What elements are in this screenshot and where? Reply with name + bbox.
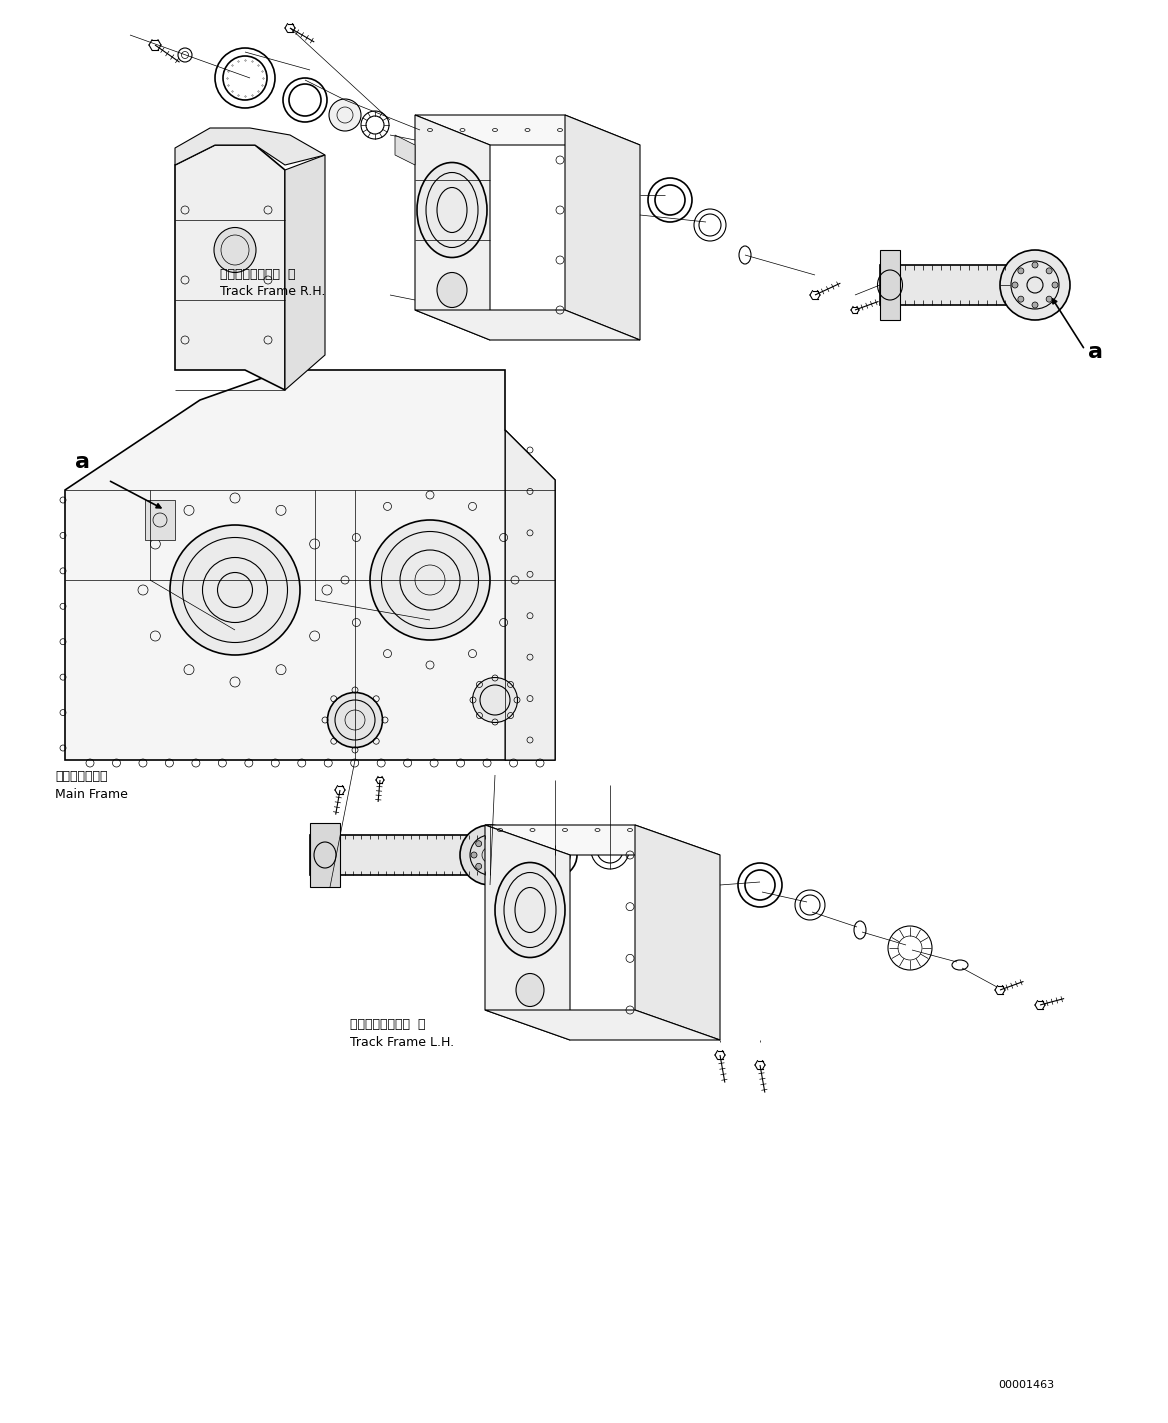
Text: トラックフレーム  右: トラックフレーム 右: [220, 268, 296, 280]
Ellipse shape: [745, 869, 776, 899]
Circle shape: [499, 864, 505, 869]
Text: Track Frame L.H.: Track Frame L.H.: [350, 1036, 454, 1049]
Text: Main Frame: Main Frame: [55, 788, 127, 801]
Polygon shape: [485, 1010, 719, 1040]
Polygon shape: [415, 115, 491, 340]
Circle shape: [1047, 268, 1052, 273]
Circle shape: [1033, 302, 1038, 307]
Ellipse shape: [648, 178, 691, 222]
Ellipse shape: [516, 973, 544, 1006]
Circle shape: [1033, 262, 1038, 268]
Polygon shape: [395, 135, 415, 165]
Circle shape: [471, 852, 477, 858]
Text: 00001463: 00001463: [997, 1380, 1055, 1390]
Ellipse shape: [597, 837, 623, 862]
Text: a: a: [75, 453, 90, 472]
Circle shape: [475, 864, 481, 869]
Ellipse shape: [214, 228, 256, 272]
Ellipse shape: [437, 272, 467, 307]
Ellipse shape: [417, 162, 487, 258]
Ellipse shape: [370, 519, 491, 640]
Circle shape: [1000, 250, 1070, 320]
Ellipse shape: [171, 525, 300, 655]
Polygon shape: [145, 499, 175, 539]
Ellipse shape: [473, 677, 517, 723]
Ellipse shape: [591, 831, 630, 869]
Ellipse shape: [738, 862, 783, 906]
Ellipse shape: [694, 209, 726, 240]
Ellipse shape: [223, 55, 267, 100]
Polygon shape: [65, 370, 555, 760]
Polygon shape: [415, 310, 640, 340]
Ellipse shape: [698, 213, 721, 236]
Polygon shape: [310, 835, 491, 875]
Polygon shape: [485, 825, 570, 1040]
Polygon shape: [310, 822, 340, 887]
Text: a: a: [1089, 342, 1103, 361]
Circle shape: [1017, 268, 1024, 273]
Polygon shape: [285, 155, 325, 390]
Polygon shape: [175, 145, 285, 390]
Circle shape: [487, 868, 493, 874]
Polygon shape: [635, 825, 719, 1040]
Polygon shape: [415, 115, 640, 145]
Polygon shape: [880, 265, 1010, 305]
Circle shape: [1011, 282, 1018, 287]
Ellipse shape: [361, 111, 389, 139]
Circle shape: [503, 852, 509, 858]
Text: メインフレーム: メインフレーム: [55, 770, 107, 783]
Polygon shape: [485, 825, 719, 855]
Ellipse shape: [533, 832, 577, 877]
Circle shape: [1047, 296, 1052, 302]
Circle shape: [1017, 296, 1024, 302]
Circle shape: [460, 825, 520, 885]
Ellipse shape: [366, 117, 384, 134]
Circle shape: [329, 100, 361, 131]
Ellipse shape: [288, 84, 321, 117]
Ellipse shape: [655, 185, 684, 215]
Circle shape: [487, 835, 493, 842]
Polygon shape: [175, 128, 325, 165]
Ellipse shape: [540, 840, 570, 869]
Circle shape: [1052, 282, 1058, 287]
Circle shape: [499, 841, 505, 847]
Polygon shape: [565, 115, 640, 340]
Ellipse shape: [495, 862, 565, 958]
Text: トラックフレーム  左: トラックフレーム 左: [350, 1017, 425, 1032]
Polygon shape: [505, 430, 555, 760]
Polygon shape: [880, 250, 901, 320]
Circle shape: [475, 841, 481, 847]
Text: Track Frame R.H.: Track Frame R.H.: [220, 285, 326, 297]
Ellipse shape: [283, 78, 327, 122]
Ellipse shape: [215, 48, 274, 108]
Ellipse shape: [327, 693, 382, 747]
